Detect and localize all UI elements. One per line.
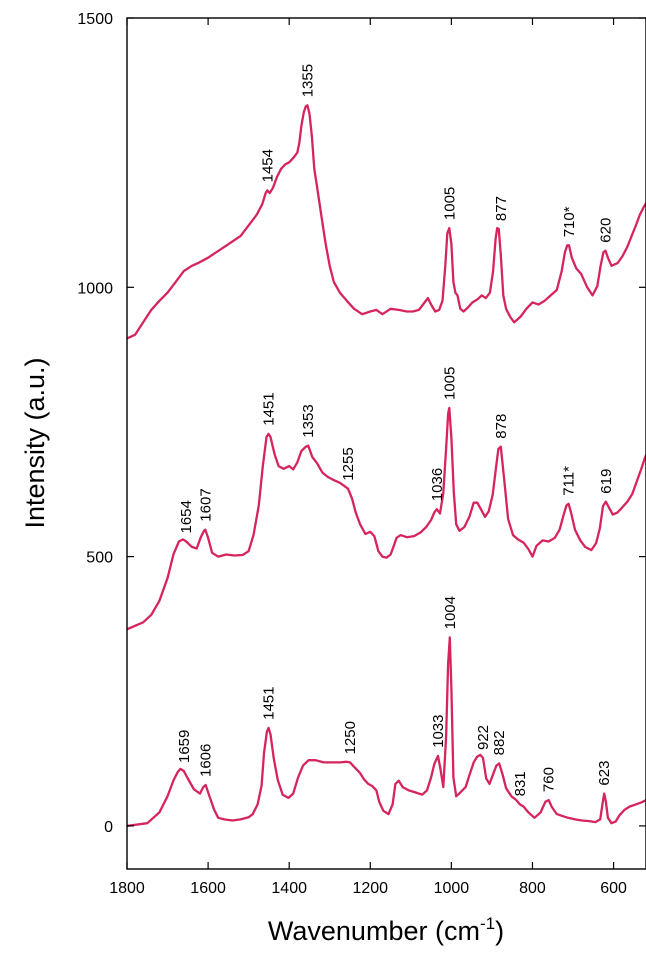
spectrum-line-1 <box>127 636 646 828</box>
peak-label: 760 <box>541 767 558 792</box>
y-tick-label: 1000 <box>77 280 113 297</box>
peak-label: 1606 <box>198 744 215 777</box>
x-axis-ticks: 1800 1600 1400 1200 1000 800 600 <box>109 18 627 897</box>
peak-label: 620 <box>598 218 615 243</box>
peak-label: 1451 <box>261 392 278 425</box>
peak-label: 1454 <box>259 149 276 182</box>
x-tick-label: 1800 <box>109 880 145 897</box>
peak-label: 1250 <box>342 721 359 754</box>
y-tick-label: 0 <box>104 819 113 836</box>
axes-layer <box>126 17 646 870</box>
peak-label: 1659 <box>176 730 193 763</box>
x-tick-label: 1400 <box>271 880 307 897</box>
x-tick-label: 600 <box>600 880 627 897</box>
peak-label: 710* <box>561 206 578 237</box>
peak-label: 1654 <box>178 500 195 533</box>
peak-label: 1353 <box>300 404 317 437</box>
peak-label: 711* <box>561 466 578 496</box>
x-tick-label: 1600 <box>190 880 226 897</box>
spectrum-line-2 <box>127 406 646 631</box>
peak-label: 1004 <box>442 596 459 629</box>
y-tick-label: 1500 <box>77 11 113 28</box>
plot-frame <box>126 17 646 870</box>
spectrum-line-3 <box>127 104 646 340</box>
peak-label: 619 <box>598 469 615 494</box>
peak-label: 1005 <box>441 187 458 220</box>
peak-label: 882 <box>491 730 508 755</box>
peak-label: 1036 <box>429 468 446 501</box>
peak-label: 831 <box>512 771 529 796</box>
peak-label: 1355 <box>299 64 316 97</box>
spectra-layer <box>127 104 646 828</box>
x-axis-title-suffix: ) <box>495 916 504 946</box>
x-axis-title: Wavenumber (cm-1) <box>268 914 504 946</box>
peak-label: 1451 <box>261 687 278 720</box>
peak-label: 878 <box>493 414 510 439</box>
y-tick-label: 500 <box>86 550 113 567</box>
y-axis-title: Intensity (a.u.) <box>20 357 50 528</box>
x-tick-label: 800 <box>519 880 546 897</box>
y-axis-ticks: 0 500 1000 1500 <box>77 11 646 836</box>
x-axis-title-superscript: -1 <box>480 914 495 933</box>
x-axis-title-main: Wavenumber (cm <box>268 916 480 946</box>
peak-label: 1005 <box>441 367 458 400</box>
peak-label: 877 <box>493 196 510 221</box>
peak-label: 1607 <box>197 488 214 521</box>
peak-label: 623 <box>596 761 613 786</box>
peak-label: 1033 <box>430 715 447 748</box>
x-tick-label: 1000 <box>434 880 470 897</box>
x-tick-label: 1200 <box>352 880 388 897</box>
peak-label: 1255 <box>340 447 357 480</box>
peak-label: 922 <box>475 725 492 750</box>
